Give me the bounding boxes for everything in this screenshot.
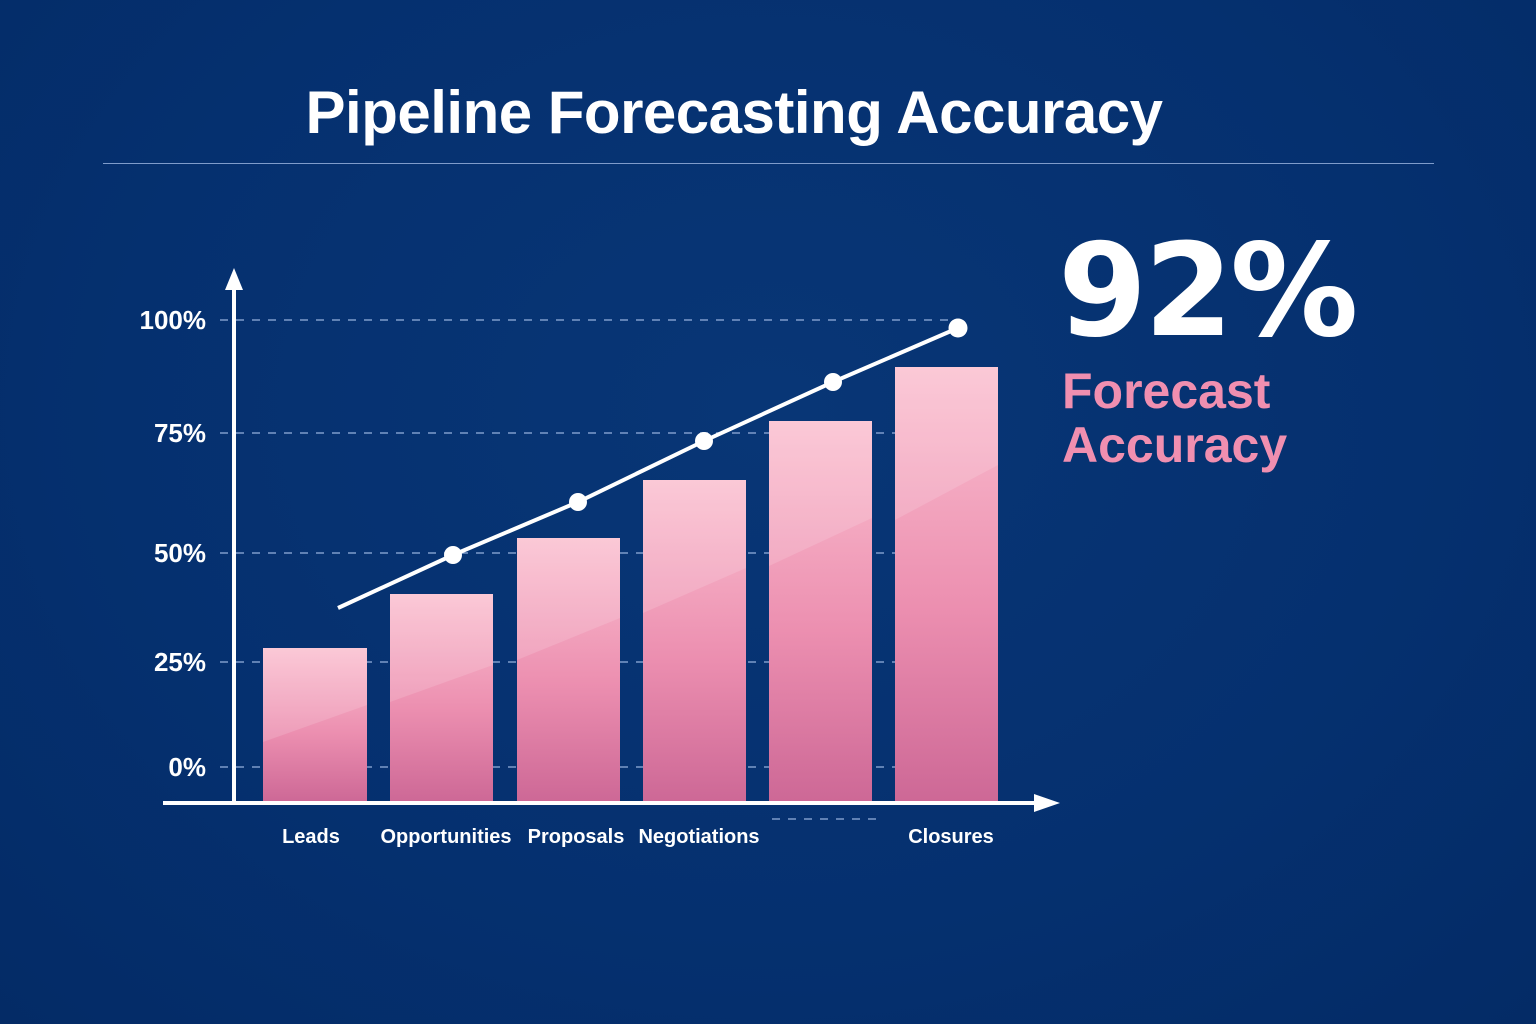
y-tick-0: 0% bbox=[168, 752, 206, 782]
point-opportunities bbox=[444, 546, 462, 564]
bar-opportunities bbox=[390, 594, 493, 802]
kpi-label-line2: Accuracy bbox=[1062, 417, 1288, 473]
bar-stage-5 bbox=[769, 421, 872, 802]
chart-title: Pipeline Forecasting Accuracy bbox=[305, 79, 1163, 146]
kpi-label-line1: Forecast bbox=[1062, 363, 1271, 419]
bar-negotiations bbox=[643, 480, 746, 802]
x-axis-labels: Leads Opportunities Proposals Negotiatio… bbox=[282, 826, 994, 848]
y-axis-labels: 100% 75% 50% 25% 0% bbox=[140, 305, 207, 782]
trend-line bbox=[337, 318, 968, 610]
x-label-opportunities: Opportunities bbox=[380, 826, 511, 848]
bar-closures bbox=[895, 367, 998, 802]
point-stage-5 bbox=[824, 373, 842, 391]
bar-proposals bbox=[517, 538, 620, 802]
point-negotiations bbox=[695, 432, 713, 450]
point-closures bbox=[948, 318, 968, 338]
y-tick-50: 50% bbox=[154, 538, 206, 568]
y-tick-75: 75% bbox=[154, 418, 206, 448]
y-tick-100: 100% bbox=[140, 305, 207, 335]
x-axis-arrow-icon bbox=[1034, 794, 1060, 812]
x-label-proposals: Proposals bbox=[528, 826, 625, 848]
bars bbox=[263, 367, 998, 802]
y-axis-arrow-icon bbox=[225, 268, 243, 290]
x-label-leads: Leads bbox=[282, 826, 340, 848]
kpi-callout: 92% Forecast Accuracy bbox=[1058, 217, 1358, 473]
y-tick-25: 25% bbox=[154, 647, 206, 677]
axes bbox=[163, 268, 1060, 812]
x-label-negotiations: Negotiations bbox=[638, 826, 759, 848]
bar-sheen bbox=[263, 367, 998, 742]
kpi-value: 92% bbox=[1058, 217, 1358, 366]
x-label-closures: Closures bbox=[908, 826, 994, 848]
bar-leads bbox=[263, 648, 367, 802]
title-divider bbox=[103, 163, 1434, 164]
point-proposals bbox=[569, 493, 587, 511]
